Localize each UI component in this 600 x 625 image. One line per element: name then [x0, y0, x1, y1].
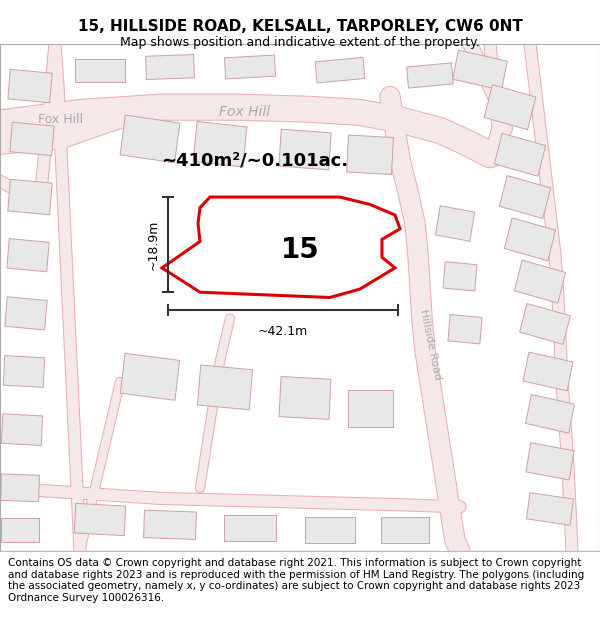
Polygon shape	[279, 376, 331, 419]
Polygon shape	[143, 510, 196, 539]
Polygon shape	[10, 122, 54, 156]
Polygon shape	[74, 503, 125, 536]
Polygon shape	[146, 54, 194, 79]
Polygon shape	[197, 365, 253, 410]
Polygon shape	[448, 314, 482, 344]
Text: ~410m²/~0.101ac.: ~410m²/~0.101ac.	[161, 151, 349, 169]
Polygon shape	[514, 260, 566, 303]
Text: ~42.1m: ~42.1m	[258, 325, 308, 338]
Polygon shape	[526, 442, 574, 480]
Polygon shape	[505, 218, 556, 261]
Polygon shape	[520, 304, 571, 344]
Polygon shape	[305, 517, 355, 543]
Text: 15: 15	[281, 236, 319, 264]
Text: Map shows position and indicative extent of the property.: Map shows position and indicative extent…	[120, 36, 480, 49]
Polygon shape	[452, 50, 508, 90]
Text: 15, HILLSIDE ROAD, KELSALL, TARPORLEY, CW6 0NT: 15, HILLSIDE ROAD, KELSALL, TARPORLEY, C…	[77, 19, 523, 34]
Polygon shape	[193, 121, 247, 167]
Polygon shape	[8, 69, 52, 102]
Polygon shape	[279, 129, 331, 170]
Polygon shape	[5, 297, 47, 330]
Polygon shape	[224, 515, 276, 541]
Text: Fox Hill: Fox Hill	[38, 113, 83, 126]
Polygon shape	[75, 59, 125, 82]
Polygon shape	[1, 414, 43, 446]
Polygon shape	[1, 474, 40, 502]
Polygon shape	[443, 262, 477, 291]
Polygon shape	[347, 390, 392, 427]
Polygon shape	[8, 179, 52, 215]
Polygon shape	[407, 63, 453, 88]
Text: Contains OS data © Crown copyright and database right 2021. This information is : Contains OS data © Crown copyright and d…	[8, 558, 584, 603]
Polygon shape	[526, 492, 574, 525]
Polygon shape	[7, 239, 49, 272]
Polygon shape	[224, 55, 275, 79]
Polygon shape	[3, 356, 45, 388]
Polygon shape	[381, 517, 429, 543]
Polygon shape	[526, 394, 574, 433]
Polygon shape	[499, 176, 551, 219]
Polygon shape	[162, 197, 400, 298]
Text: Hillside Road: Hillside Road	[418, 309, 442, 381]
Polygon shape	[121, 353, 179, 400]
Polygon shape	[1, 519, 39, 542]
Polygon shape	[523, 352, 573, 391]
Polygon shape	[120, 115, 180, 163]
Polygon shape	[347, 135, 394, 174]
Polygon shape	[484, 85, 536, 129]
Text: Fox Hill: Fox Hill	[220, 106, 271, 119]
Polygon shape	[494, 133, 545, 176]
Text: ~18.9m: ~18.9m	[147, 219, 160, 270]
Polygon shape	[315, 58, 365, 83]
Polygon shape	[436, 206, 475, 241]
